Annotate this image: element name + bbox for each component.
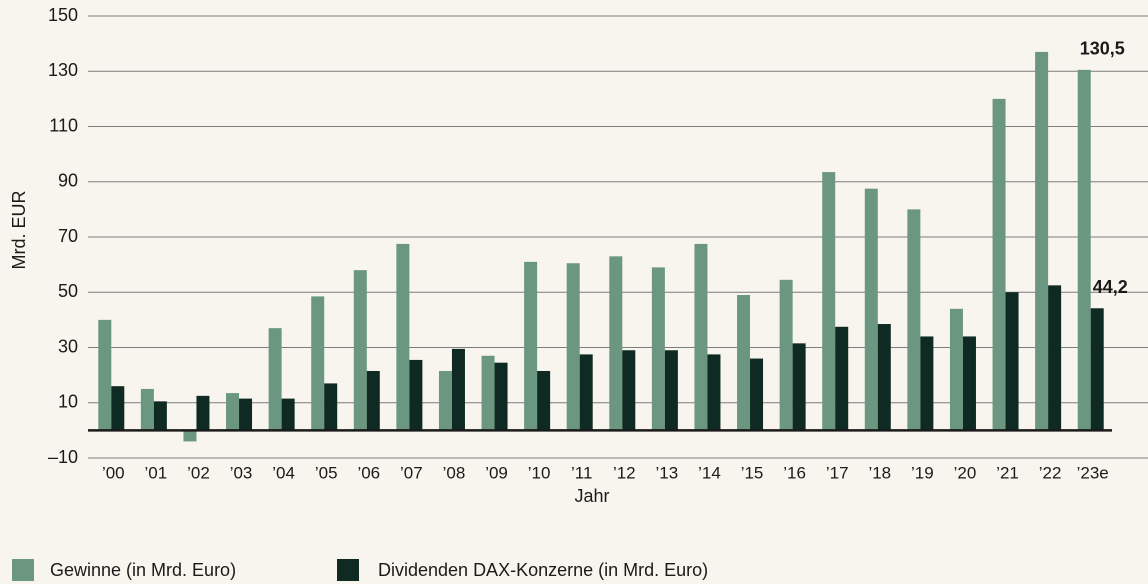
- bar: [694, 243, 708, 431]
- value-label: 130,5: [1080, 39, 1125, 59]
- legend-label: Gewinne (in Mrd. Euro): [50, 560, 236, 580]
- x-tick-label: ’09: [485, 463, 508, 482]
- x-tick-label: ’07: [400, 463, 423, 482]
- y-tick-label: 50: [58, 281, 78, 301]
- bar: [579, 354, 593, 431]
- y-tick-label: 90: [58, 171, 78, 191]
- x-tick-label: ’21: [996, 463, 1019, 482]
- bar: [366, 370, 380, 431]
- y-tick-label: 70: [58, 226, 78, 246]
- x-tick-label: ’18: [868, 463, 891, 482]
- bar: [324, 383, 338, 431]
- x-tick-label: ’04: [272, 463, 295, 482]
- x-tick-label: ’03: [230, 463, 253, 482]
- x-tick-label: ’14: [698, 463, 721, 482]
- bar: [153, 401, 167, 431]
- x-tick-label: ’00: [102, 463, 125, 482]
- x-tick-label: ’19: [911, 463, 934, 482]
- bar: [281, 398, 295, 431]
- bar: [239, 398, 253, 431]
- legend-swatch: [12, 559, 34, 581]
- x-tick-label: ’08: [443, 463, 466, 482]
- bar: [98, 319, 112, 431]
- bar: [779, 279, 793, 431]
- x-tick-label: ’16: [783, 463, 806, 482]
- bar: [835, 326, 849, 431]
- x-tick-label: ’12: [613, 463, 636, 482]
- bar: [609, 256, 623, 431]
- bar: [537, 370, 551, 431]
- x-tick-label: ’10: [528, 463, 551, 482]
- bar: [111, 386, 125, 431]
- bar: [494, 362, 508, 431]
- value-label: 44,2: [1093, 277, 1128, 297]
- x-tick-label: ’23e: [1077, 463, 1109, 482]
- y-tick-label: –10: [48, 447, 78, 467]
- bar: [438, 370, 452, 431]
- bar: [396, 243, 410, 431]
- y-tick-label: 30: [58, 336, 78, 356]
- legend-swatch: [337, 559, 359, 581]
- bar: [864, 188, 878, 431]
- bar: [962, 336, 976, 431]
- x-tick-label: ’01: [145, 463, 168, 482]
- bar: [622, 350, 636, 431]
- bar: [140, 388, 154, 431]
- bar: [196, 395, 210, 431]
- bar: [1048, 285, 1062, 431]
- bar: [750, 358, 764, 431]
- x-tick-label: ’22: [1039, 463, 1062, 482]
- bar: [949, 308, 963, 431]
- x-tick-label: ’20: [954, 463, 977, 482]
- bar: [920, 336, 934, 431]
- x-tick-label: ’17: [826, 463, 849, 482]
- bar: [566, 263, 580, 431]
- bar: [481, 355, 495, 431]
- x-tick-label: ’05: [315, 463, 338, 482]
- x-tick-label: ’13: [656, 463, 679, 482]
- x-tick-label: ’15: [741, 463, 764, 482]
- bar: [792, 343, 806, 431]
- y-tick-label: 130: [48, 60, 78, 80]
- bar: [992, 98, 1006, 431]
- bar: [1090, 308, 1104, 431]
- bar: [409, 359, 423, 431]
- bar: [524, 261, 538, 431]
- bar: [183, 430, 197, 442]
- x-tick-label: ’11: [571, 463, 592, 482]
- y-tick-label: 10: [58, 392, 78, 412]
- bar: [451, 348, 465, 431]
- x-axis-title: Jahr: [574, 486, 609, 506]
- bar: [907, 209, 921, 431]
- bar: [353, 270, 367, 431]
- bar: [651, 267, 665, 431]
- bar: [268, 328, 282, 431]
- bar: [737, 295, 751, 431]
- x-tick-label: ’02: [187, 463, 210, 482]
- x-tick-label: ’06: [357, 463, 380, 482]
- bar: [877, 324, 891, 431]
- bar: [1077, 69, 1091, 431]
- bar: [822, 172, 836, 431]
- y-tick-label: 110: [49, 115, 78, 135]
- bar: [1035, 51, 1049, 431]
- y-axis-title: Mrd. EUR: [9, 190, 29, 269]
- bar: [664, 350, 678, 431]
- bar: [1005, 292, 1019, 431]
- bar: [707, 354, 721, 431]
- legend-label: Dividenden DAX-Konzerne (in Mrd. Euro): [378, 560, 708, 580]
- bar: [226, 393, 240, 431]
- bar: [311, 296, 325, 431]
- y-tick-label: 150: [48, 5, 78, 25]
